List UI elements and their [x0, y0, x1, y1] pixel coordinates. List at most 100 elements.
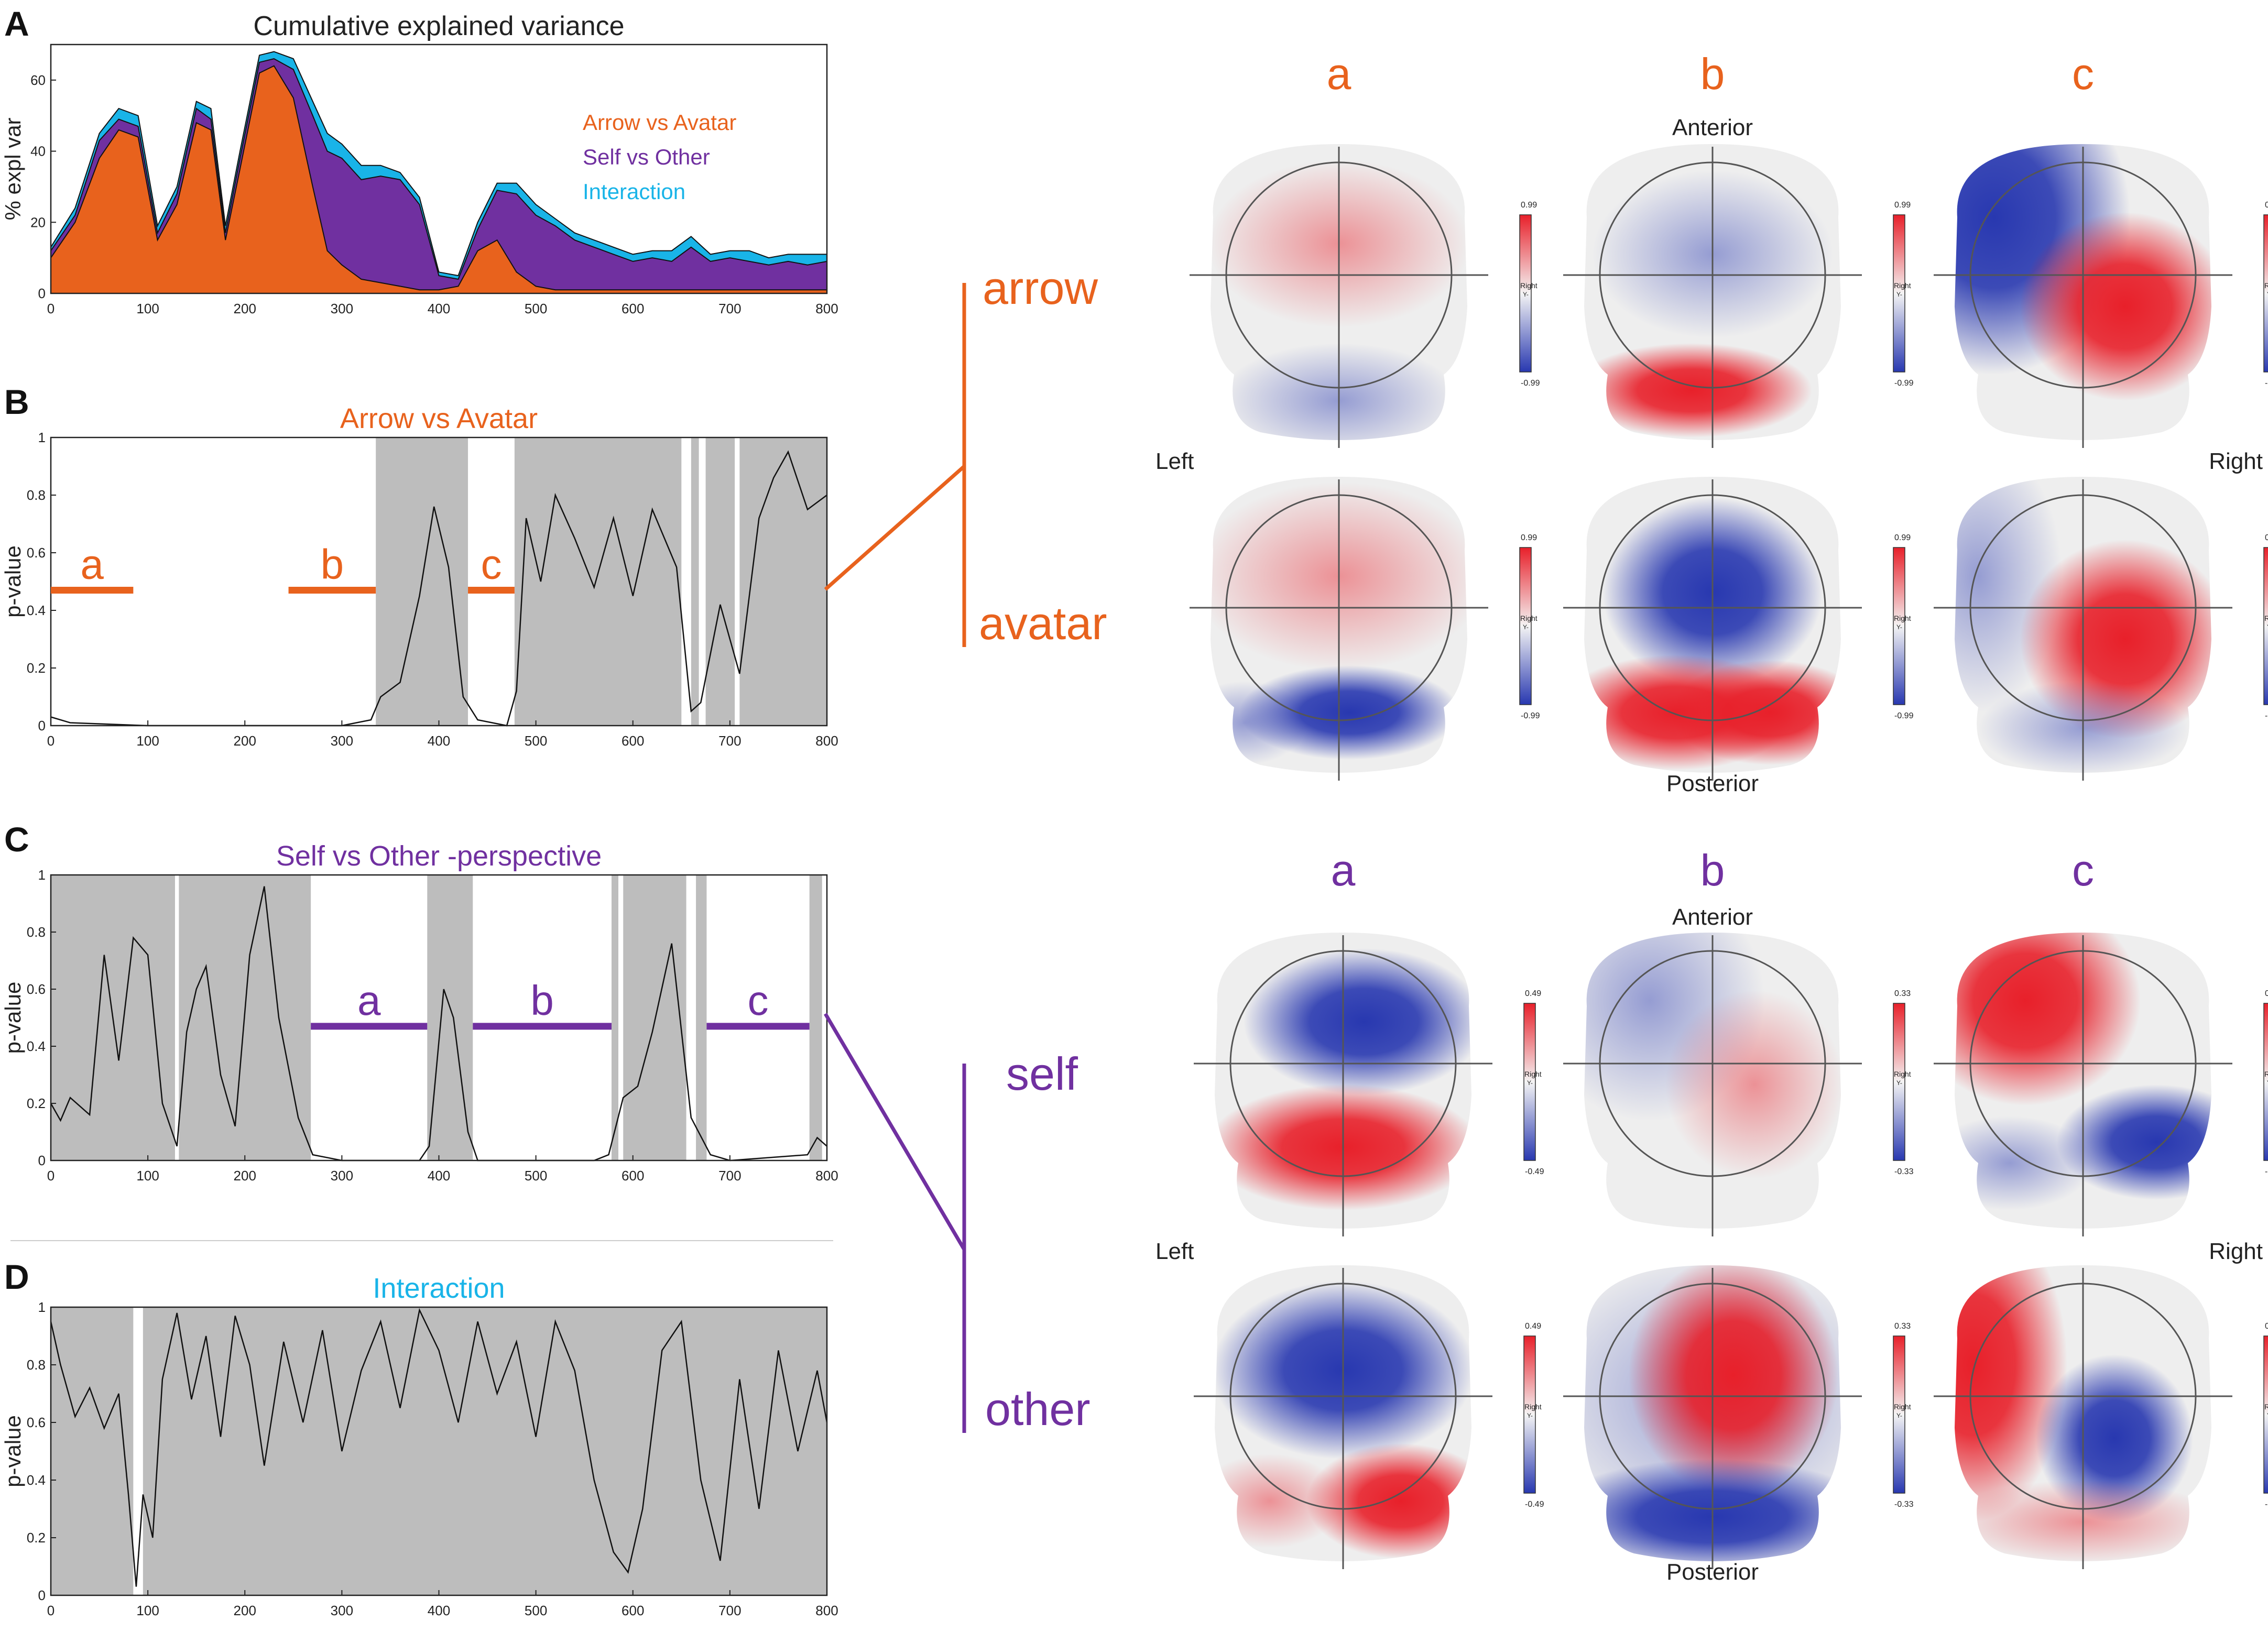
x-tick-label: 100	[136, 1168, 159, 1184]
scalp-field	[1955, 477, 2211, 773]
y-tick-label: 0.8	[27, 1357, 46, 1373]
colorbar-min: -0.99	[1521, 711, 1540, 720]
self-label: self	[1006, 1048, 1078, 1100]
colorbar	[1523, 1003, 1536, 1161]
self-col-b: b	[1700, 846, 1725, 895]
colorbar-side-label: Right	[2264, 1070, 2268, 1078]
significant-region	[696, 875, 707, 1160]
x-tick-label: 400	[428, 301, 450, 316]
plot-frame	[50, 1306, 828, 1596]
y-axis-label: % expl var	[1, 117, 25, 220]
colorbar-max: 0.33	[1894, 1322, 1911, 1331]
colorbar-side-sub: Y-	[1527, 1079, 1533, 1087]
chart-title: Self vs Other -perspective	[276, 840, 602, 872]
arrow-left: Left	[1155, 448, 1194, 474]
window-label-c: c	[481, 541, 501, 588]
y-tick-label: 0.6	[27, 1415, 46, 1430]
y-tick-label: 20	[30, 214, 46, 230]
y-tick-label: 0.4	[27, 1472, 46, 1488]
x-tick-label: 0	[47, 301, 54, 316]
x-tick-label: 600	[621, 1603, 644, 1618]
x-tick-label: 300	[331, 1168, 353, 1184]
x-tick-label: 0	[47, 1168, 54, 1184]
arrow-label: arrow	[983, 262, 1098, 314]
y-tick-label: 1	[38, 867, 46, 883]
panel-letter-c: C	[4, 820, 29, 859]
colorbar	[2263, 1335, 2268, 1494]
colorbar-side-label: Right	[1524, 1403, 1542, 1411]
scalp-blob	[1671, 660, 1841, 765]
colorbar-max: 0.49	[1525, 989, 1541, 998]
colorbar-max: 0.99	[1894, 201, 1911, 210]
other-label: other	[985, 1383, 1091, 1435]
x-tick-label: 800	[815, 1603, 838, 1618]
scalp-blob	[1955, 477, 2062, 713]
y-tick-label: 0	[38, 718, 46, 733]
x-tick-label: 700	[718, 301, 741, 316]
colorbar-side-sub: Y-	[1896, 291, 1902, 298]
x-tick-label: 500	[525, 733, 547, 749]
chart-d: 0 100 200 300 400 500 600 700 800 0 0.2 0.4 0.6 0.8 1 p…	[1, 1273, 838, 1618]
x-tick-label: 300	[331, 1603, 353, 1618]
scalp-blob	[1665, 990, 1841, 1179]
colorbar-min: -0.99	[1521, 379, 1540, 388]
colorbar-side-sub: Y-	[1523, 623, 1529, 631]
panel-letter-d: D	[4, 1257, 29, 1296]
plot-frame	[50, 436, 828, 727]
x-tick-label: 700	[718, 1168, 741, 1184]
window-label-c: c	[748, 977, 769, 1024]
y-tick-label: 0.8	[27, 924, 46, 940]
x-tick-label: 200	[234, 1603, 256, 1618]
scalp-field	[1955, 144, 2211, 401]
colorbar-side-label: Right	[2264, 1403, 2268, 1411]
colorbar-min: -0.99	[1894, 379, 1914, 388]
legend-item-1: Self vs Other	[583, 145, 710, 169]
colorbar-side-sub: Y-	[2267, 1079, 2268, 1087]
colorbar-side-label: Right	[1520, 281, 1538, 290]
window-label-a: a	[357, 977, 381, 1024]
colorbar-side-sub: Y-	[2267, 623, 2268, 631]
x-tick-label: 400	[428, 1603, 450, 1618]
significant-region	[739, 437, 827, 726]
colorbar-side-sub: Y-	[1896, 623, 1902, 631]
colorbar-max: 0.99	[1521, 201, 1537, 210]
colorbar	[1893, 1003, 1905, 1161]
colorbar	[2263, 547, 2268, 705]
colorbar-side-sub: Y-	[1527, 1412, 1533, 1419]
x-tick-label: 0	[47, 1603, 54, 1618]
self-right: Right	[2209, 1239, 2263, 1264]
chart-a: 0 100 200 300 400 500 600 700 800 0 20 40 60 % expl v…	[1, 11, 838, 316]
colorbar-min: -0.33	[1894, 1500, 1914, 1509]
scalp-blob	[1629, 1265, 1838, 1496]
colorbar-side-label: Right	[2264, 614, 2268, 622]
colorbar-side-label: Right	[2264, 281, 2268, 290]
arrow-col-a: a	[1327, 49, 1351, 98]
y-tick-label: 1	[38, 1299, 46, 1315]
colorbar	[1519, 547, 1532, 705]
significant-region	[143, 1307, 827, 1595]
colorbar	[1523, 1335, 1536, 1494]
x-tick-label: 100	[136, 301, 159, 316]
scalp-blob	[2057, 1085, 2211, 1200]
x-tick-label: 500	[525, 1603, 547, 1618]
x-tick-label: 200	[234, 733, 256, 749]
arrow-col-b: b	[1700, 49, 1725, 98]
colorbar-side-sub: Y-	[2267, 291, 2268, 298]
y-tick-label: 0.2	[27, 1530, 46, 1546]
scalp-blob	[1955, 1265, 2067, 1522]
self-topomaps: a b c Anterior Posterior Left Right	[1155, 846, 2263, 1585]
x-tick-label: 300	[331, 301, 353, 316]
x-tick-label: 800	[815, 733, 838, 749]
y-tick-label: 0.2	[27, 1096, 46, 1111]
x-tick-label: 800	[815, 1168, 838, 1184]
p-value-line	[50, 450, 827, 727]
x-tick-label: 400	[428, 1168, 450, 1184]
